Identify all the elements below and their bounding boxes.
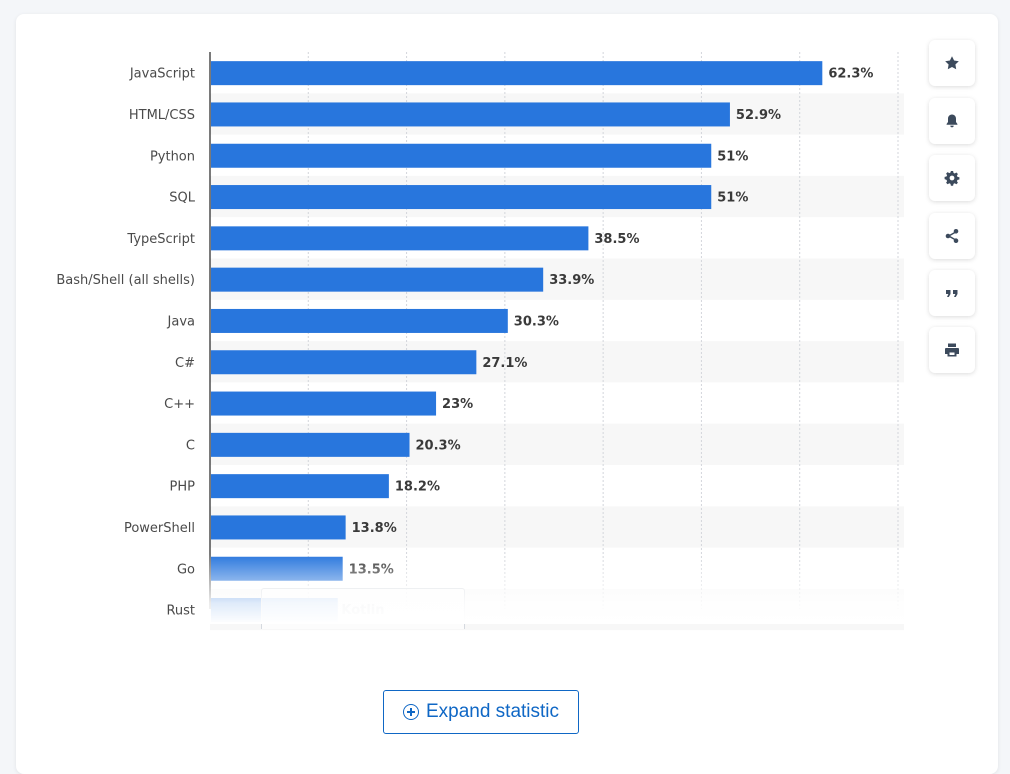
star-icon — [945, 56, 959, 70]
category-label: HTML/CSS — [129, 108, 195, 123]
bar-powershell[interactable] — [211, 515, 346, 540]
expand-statistic-label: Expand statistic — [425, 701, 560, 722]
share-button[interactable] — [929, 213, 975, 259]
bar-c-[interactable] — [211, 350, 477, 375]
bar-java[interactable] — [211, 308, 508, 333]
category-label: Bash/Shell (all shells) — [56, 273, 195, 288]
value-label: 38.5% — [594, 232, 639, 247]
settings-button[interactable] — [929, 155, 975, 201]
category-label: Python — [150, 149, 195, 164]
category-label: Go — [177, 562, 195, 577]
favorite-button[interactable] — [929, 40, 975, 86]
value-label: 51% — [717, 191, 748, 206]
bar-html-css[interactable] — [211, 102, 730, 127]
value-label: 62.3% — [828, 67, 873, 82]
expand-statistic-button[interactable]: Expand statistic — [383, 690, 579, 734]
category-label: C++ — [164, 397, 195, 412]
plus-circle-icon — [402, 704, 419, 720]
value-label: 20.3% — [416, 438, 461, 453]
value-label: 52.9% — [736, 108, 781, 123]
printer-icon — [945, 343, 959, 357]
value-label: 51% — [717, 149, 748, 164]
value-label: 18.2% — [395, 480, 440, 495]
category-label: PHP — [170, 480, 196, 495]
category-label: C# — [175, 356, 195, 371]
bar-bash-shell-all-shells-[interactable] — [211, 267, 544, 292]
category-label: Rust — [166, 604, 195, 619]
value-label: 27.1% — [482, 356, 527, 371]
value-label: 23% — [442, 397, 473, 412]
value-label: 30.3% — [514, 314, 559, 329]
print-button[interactable] — [929, 327, 975, 373]
bar-go[interactable] — [211, 556, 343, 581]
notification-button[interactable] — [929, 98, 975, 144]
category-label: SQL — [169, 191, 195, 206]
value-label: 13.5% — [349, 562, 394, 577]
category-label: C — [186, 438, 195, 453]
quote-icon — [946, 290, 958, 297]
bar-c[interactable] — [211, 432, 410, 457]
category-label: Java — [167, 314, 195, 329]
faded-tooltip: Kotlin — [261, 588, 465, 629]
bar-c-[interactable] — [211, 391, 437, 416]
bar-sql[interactable] — [211, 185, 712, 210]
value-label: 33.9% — [549, 273, 594, 288]
cite-button[interactable] — [929, 270, 975, 316]
category-label: PowerShell — [124, 521, 195, 536]
bar-php[interactable] — [211, 474, 389, 499]
faded-tooltip-text: Kotlin — [341, 603, 385, 618]
category-label: JavaScript — [129, 67, 195, 82]
gear-icon — [944, 171, 960, 186]
statistic-card: JavaScript 62.3% HTML/CSS 52.9% Python 51% SQL… — [16, 14, 998, 774]
bell-icon — [946, 114, 958, 128]
value-label: 13.8% — [352, 521, 397, 536]
share-icon — [945, 229, 959, 243]
bar-javascript[interactable] — [211, 61, 823, 86]
category-label: TypeScript — [126, 232, 195, 247]
bar-typescript[interactable] — [211, 226, 589, 251]
bar-chart: JavaScript 62.3% HTML/CSS 52.9% Python 51% SQL… — [56, 52, 904, 631]
bar-python[interactable] — [211, 143, 712, 168]
